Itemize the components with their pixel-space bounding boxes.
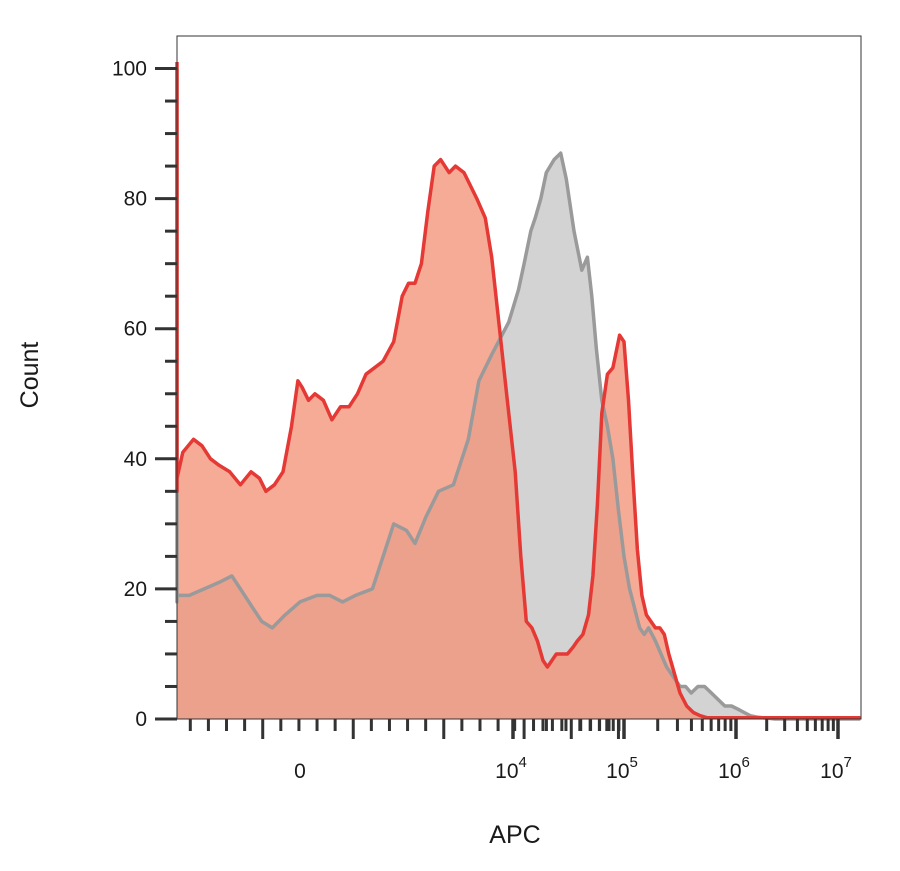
y-axis-label: Count bbox=[16, 342, 44, 409]
series-2-line bbox=[175, 62, 861, 720]
x-axis: 0 104 105 106 107 bbox=[188, 719, 852, 783]
y-tick-label: 20 bbox=[124, 578, 147, 601]
series-fills bbox=[177, 62, 861, 719]
plot-frame bbox=[176, 35, 862, 720]
y-tick-label: 80 bbox=[124, 188, 147, 211]
x-tick-label: 104 bbox=[495, 754, 527, 783]
series-lines bbox=[175, 62, 861, 721]
y-tick-label: 40 bbox=[124, 448, 147, 471]
series-2-fill bbox=[177, 62, 861, 719]
y-axis: 0 20 40 60 80 100 bbox=[112, 58, 177, 731]
y-tick-label: 60 bbox=[124, 318, 147, 341]
x-tick-label: 107 bbox=[820, 754, 852, 783]
y-tick-label: 100 bbox=[112, 58, 147, 81]
x-tick-label: 0 bbox=[294, 760, 306, 783]
y-tick-label: 0 bbox=[135, 708, 147, 731]
series-1-fill bbox=[177, 68, 861, 719]
x-tick-label: 106 bbox=[718, 754, 750, 783]
x-axis-label: APC bbox=[489, 821, 540, 849]
x-tick-label: 105 bbox=[606, 754, 638, 783]
